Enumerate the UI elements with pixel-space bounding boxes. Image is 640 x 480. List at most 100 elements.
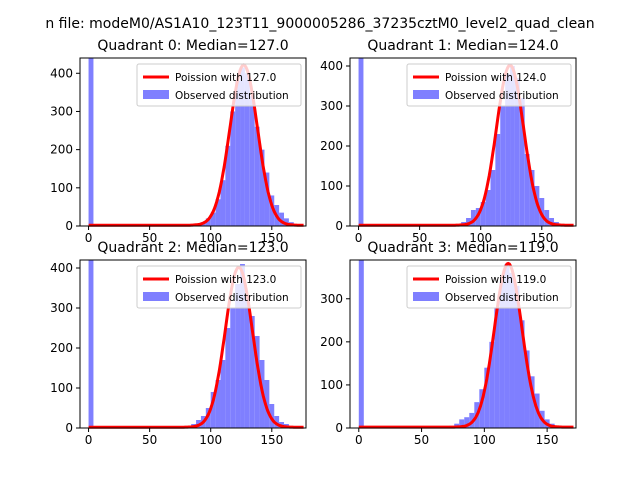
y-tick-label: 300 (320, 99, 343, 113)
histogram-bar (500, 106, 506, 226)
panel-title: Quadrant 3: Median=119.0 (367, 240, 558, 256)
histogram-bar (470, 210, 476, 226)
panel-title: Quadrant 1: Median=124.0 (367, 38, 558, 54)
histogram-bar (210, 392, 216, 428)
legend-patch-swatch (143, 292, 169, 301)
histogram-bar (529, 170, 535, 226)
histogram-bar (205, 408, 211, 428)
y-tick-label: 200 (50, 143, 73, 157)
histogram-bar (220, 360, 226, 428)
x-tick-label: 50 (412, 231, 427, 245)
histogram-bar (499, 281, 505, 428)
x-tick-label: 0 (355, 231, 363, 245)
x-tick-label: 150 (260, 433, 283, 447)
poisson-fit-line (358, 261, 574, 429)
legend-label: Poission with 127.0 (175, 72, 276, 84)
legend-patch-swatch (413, 292, 439, 301)
histogram-bar (504, 264, 510, 428)
legend-label: Poission with 119.0 (445, 274, 546, 286)
histogram-bar (510, 66, 515, 226)
histogram-bar (220, 180, 226, 226)
histogram-bar (254, 336, 260, 428)
histogram-bar (484, 367, 490, 428)
legend-box (406, 63, 572, 107)
histogram-bar (489, 341, 495, 428)
histogram-bar (514, 285, 520, 428)
x-tick-label: 50 (414, 433, 429, 447)
legend-label: Poission with 124.0 (445, 72, 546, 84)
x-tick-label: 100 (199, 231, 222, 245)
x-tick-label: 150 (536, 433, 559, 447)
x-tick-label: 0 (355, 433, 363, 447)
histogram-bar (549, 218, 555, 226)
histogram-bar (519, 320, 525, 428)
x-tick-label: 0 (85, 231, 93, 245)
histogram-bar (264, 172, 270, 226)
quadrant-2-panel: 0 50 100 150 0 100 200 300 400 Quadrant 2: Median… (50, 240, 307, 447)
histogram-bar (358, 58, 364, 226)
figure-suptitle: n file: modeM0/AS1A10_123T11_9000005286_… (45, 16, 594, 32)
x-tick-label: 150 (260, 231, 283, 245)
histogram-bar (284, 218, 289, 226)
y-tick-label: 100 (320, 179, 343, 193)
legend-box (136, 265, 302, 309)
y-tick-label: 0 (335, 421, 343, 435)
histogram-bar (249, 96, 255, 226)
histogram-bar (509, 272, 515, 428)
histogram-bar (494, 307, 500, 428)
histogram-bar (254, 126, 260, 226)
panel-title: Quadrant 0: Median=127.0 (97, 38, 288, 54)
histogram-bar (519, 98, 525, 226)
histogram-bar (215, 199, 221, 226)
histogram-bar (524, 350, 530, 428)
x-tick-label: 50 (142, 433, 157, 447)
histogram-bar (259, 149, 265, 226)
y-tick-label: 400 (320, 59, 343, 73)
legend-box (136, 63, 302, 107)
y-tick-label: 300 (50, 301, 73, 315)
y-tick-label: 300 (50, 104, 73, 118)
quadrant-3-panel: 0 50 100 150 0 100 200 300 Quadrant 3: Median=11… (320, 240, 577, 447)
y-tick-label: 200 (50, 341, 73, 355)
histogram-bar (269, 404, 275, 428)
legend-box (406, 265, 572, 309)
legend-label: Observed distribution (175, 292, 289, 304)
axes-frame (79, 57, 307, 227)
legend-patch-swatch (143, 90, 169, 99)
histogram-bar (464, 417, 470, 428)
histogram-bar (466, 218, 471, 226)
histogram-bar (215, 380, 221, 428)
legend-label: Observed distribution (445, 292, 559, 304)
histogram-bar (235, 284, 241, 428)
histogram-bar (505, 74, 511, 226)
histogram-bar (274, 416, 280, 428)
poisson-fit-line (88, 265, 304, 429)
histogram-bar (240, 67, 245, 226)
histogram-bar (485, 190, 491, 226)
histogram-bar (269, 195, 275, 226)
axes-frame (79, 259, 307, 429)
histogram-bar (235, 80, 241, 226)
quadrant-1-panel: 0 50 100 150 0 100 200 300 400 Quadrant 1: Median… (320, 38, 577, 245)
histogram-bar (279, 212, 285, 226)
histogram-bar (225, 145, 231, 226)
histogram-bar (230, 111, 236, 226)
histogram-bar (459, 419, 465, 428)
histogram-bar (495, 134, 501, 226)
y-tick-label: 100 (320, 378, 343, 392)
legend-label: Poission with 123.0 (175, 274, 276, 286)
y-tick-label: 300 (320, 292, 343, 306)
x-tick-label: 150 (530, 231, 553, 245)
panel-title: Quadrant 2: Median=123.0 (97, 240, 288, 256)
y-tick-label: 0 (65, 421, 73, 435)
histogram-bar (358, 260, 364, 428)
poisson-fit-line (88, 63, 304, 227)
y-tick-label: 200 (320, 139, 343, 153)
y-tick-label: 0 (65, 219, 73, 233)
histogram-bar (205, 218, 211, 226)
histogram-bar (88, 58, 94, 226)
y-tick-label: 400 (50, 261, 73, 275)
histogram-bar (480, 202, 486, 226)
x-tick-label: 100 (199, 433, 222, 447)
